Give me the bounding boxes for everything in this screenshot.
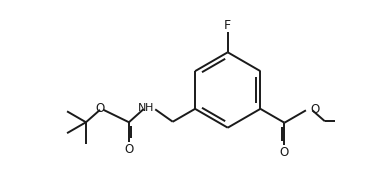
Text: O: O	[124, 143, 133, 156]
Text: F: F	[224, 19, 231, 32]
Text: H: H	[145, 103, 154, 113]
Text: O: O	[310, 103, 319, 116]
Text: N: N	[137, 103, 146, 113]
Text: O: O	[95, 102, 104, 115]
Text: O: O	[280, 145, 289, 158]
